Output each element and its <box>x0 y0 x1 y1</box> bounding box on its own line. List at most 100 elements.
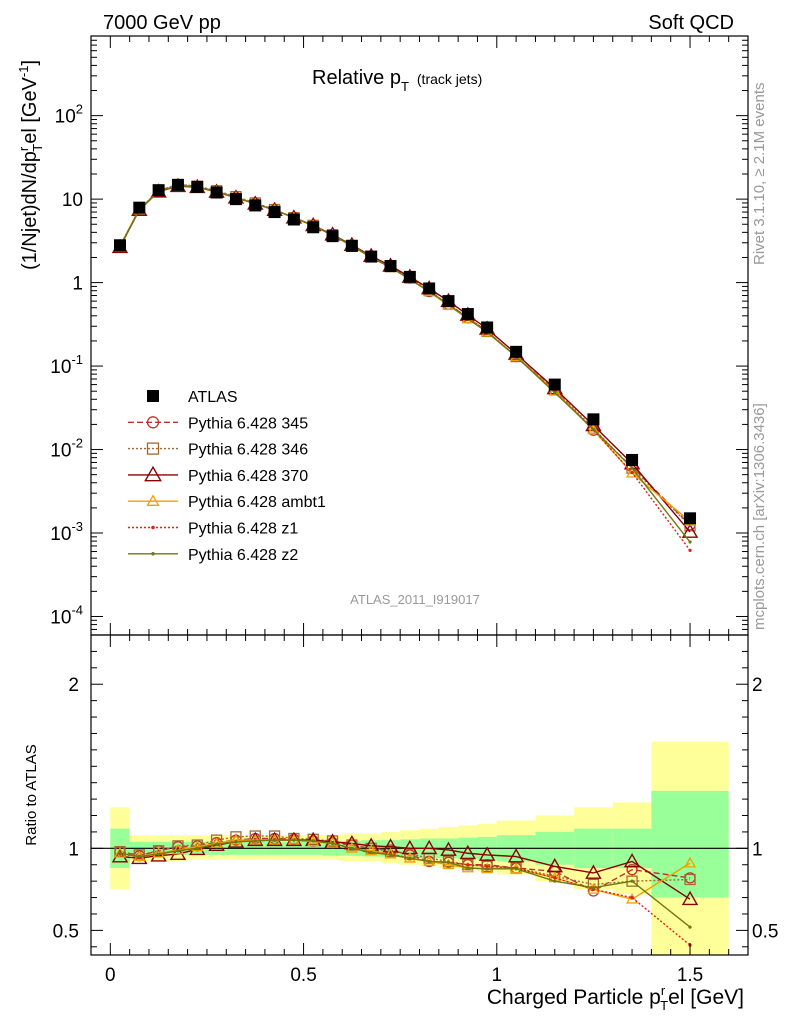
mc-dot-marker <box>151 525 155 530</box>
mc-small-triangle-marker <box>442 858 455 870</box>
ratio-plot-frame <box>90 634 749 956</box>
mc-square-marker <box>684 873 696 886</box>
mc-small-triangle-marker <box>587 423 600 435</box>
main-y-tick-label: 102 <box>55 102 83 128</box>
mc-dot-marker <box>630 895 634 900</box>
data-point-marker <box>249 199 262 212</box>
plot-title-suffix: (track jets) <box>417 71 482 87</box>
mc-dot-marker <box>408 856 412 860</box>
ratio-panel-series <box>111 830 699 947</box>
x-tick-label: 0 <box>105 965 116 986</box>
main-y-axis-label: (1/Njet)dN/dprTel [GeV-1] <box>16 60 45 270</box>
main-plot-frame <box>90 35 749 636</box>
data-point-marker <box>548 378 561 391</box>
mc-triangle-marker <box>681 523 699 538</box>
data-point-marker <box>133 201 146 214</box>
mc-dot-marker <box>591 886 596 890</box>
data-point-marker <box>307 221 320 234</box>
mc-dot-marker <box>688 540 692 544</box>
data-point-marker <box>147 390 159 402</box>
data-point-marker <box>510 345 523 358</box>
data-point-marker <box>403 270 416 283</box>
svg-text:(1/Njet)dN/dprTel [GeV-1]: (1/Njet)dN/dprTel [GeV-1] <box>16 60 45 270</box>
analysis-watermark: ATLAS_2011_I919017 <box>350 592 480 607</box>
mc-dot-marker <box>688 925 692 929</box>
mc-dot-marker <box>630 879 634 883</box>
x-axis-label: Charged Particle pr Tel [GeV] <box>487 983 744 1013</box>
main-y-tick-label: 10-2 <box>50 436 83 462</box>
ratio-y-tick-label-left: 0.5 <box>53 921 79 942</box>
main-y-tick-label: 10-4 <box>50 602 83 628</box>
mc-dot-marker <box>446 860 451 864</box>
mc-triangle-marker <box>285 831 303 847</box>
mc-triangle-marker <box>459 844 477 860</box>
mc-small-triangle-marker <box>249 833 262 845</box>
ratio-y-tick-label-right: 1 <box>752 839 763 860</box>
mc-triangle-marker <box>144 465 162 482</box>
main-y-tick-label: 10-3 <box>50 519 83 545</box>
mc-circle-marker <box>146 416 160 429</box>
mc-dot-marker <box>388 853 393 857</box>
data-point-marker <box>287 213 300 226</box>
mc-small-triangle-marker <box>191 840 204 852</box>
ratio-y-tick-label-right: 0.5 <box>752 921 778 942</box>
mc-dot-marker <box>553 391 557 395</box>
main-series-line <box>119 184 691 543</box>
data-point-marker <box>461 308 474 321</box>
data-point-marker <box>210 186 223 199</box>
mc-dot-marker <box>369 850 373 855</box>
plot-title-main: Relative p <box>312 67 401 89</box>
data-point-marker <box>442 295 455 308</box>
ratio-y-axis-label: Ratio to ATLAS <box>23 744 40 845</box>
mc-dot-marker <box>688 548 692 552</box>
mc-dot-marker <box>253 839 257 843</box>
mc-dot-marker <box>466 863 470 867</box>
mc-dot-marker <box>630 466 634 470</box>
mc-dot-marker <box>591 427 596 431</box>
data-point-marker <box>684 512 697 525</box>
legend-label: Pythia 6.428 346 <box>188 442 308 459</box>
mc-dot-marker <box>350 846 354 850</box>
mc-dot-marker <box>151 552 155 556</box>
mc-dot-marker <box>466 866 470 870</box>
plot-title: Relative pT (track jets) <box>312 67 482 94</box>
mc-small-triangle-marker <box>625 466 639 478</box>
mc-dot-marker <box>330 841 335 846</box>
data-point-marker <box>113 239 126 252</box>
mc-dot-marker <box>118 851 122 855</box>
ratio-y-tick-label-left: 2 <box>68 675 79 696</box>
ratio-y-tick-label-right: 2 <box>752 675 763 696</box>
mc-dot-marker <box>292 838 296 842</box>
mc-dot-marker <box>215 842 219 846</box>
mc-small-triangle-marker <box>229 833 243 845</box>
mc-small-triangle-marker <box>210 837 223 848</box>
mc-triangle-marker <box>585 864 602 879</box>
mc-dot-marker <box>514 867 518 871</box>
mc-square-marker <box>626 875 638 887</box>
mc-triangle-marker <box>507 848 525 863</box>
data-point-marker <box>171 178 184 191</box>
mc-small-triangle-marker <box>625 892 639 904</box>
mc-small-triangle-marker <box>152 846 165 858</box>
main-y-tick-label: 10 <box>62 190 83 211</box>
mc-dot-marker <box>272 838 277 842</box>
x-tick-label: 1.5 <box>677 965 703 986</box>
main-y-tick-label: 1 <box>72 274 83 295</box>
mc-small-triangle-marker <box>384 847 397 859</box>
mc-triangle-marker <box>266 831 283 847</box>
mc-circle-marker <box>626 864 638 876</box>
mc-small-triangle-marker <box>683 856 697 868</box>
data-point-marker <box>587 413 600 426</box>
data-point-marker <box>345 239 358 252</box>
plot-title-sub: T <box>401 79 409 94</box>
legend-label: Pythia 6.428 z2 <box>188 547 298 564</box>
legend-label: Pythia 6.428 z1 <box>188 521 298 538</box>
data-point-marker <box>365 250 378 263</box>
data-point-marker <box>152 184 165 197</box>
mc-triangle-marker <box>681 890 699 906</box>
mc-triangle-marker <box>247 831 264 847</box>
data-point-marker <box>326 230 339 243</box>
mc-square-marker <box>146 442 160 455</box>
legend: ATLAS Pythia 6.428 345 Pythia 6.428 346 Pyt… <box>128 389 326 564</box>
